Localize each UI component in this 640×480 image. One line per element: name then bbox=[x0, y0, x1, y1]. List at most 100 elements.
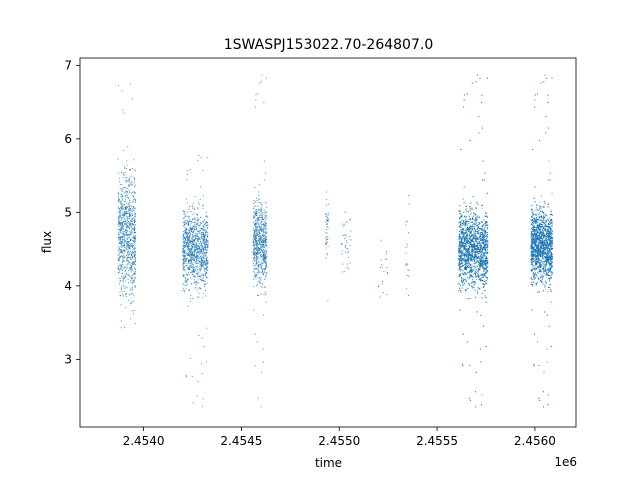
data-point bbox=[460, 238, 462, 240]
data-point bbox=[460, 216, 462, 218]
data-point bbox=[197, 262, 199, 264]
data-point bbox=[183, 257, 185, 259]
data-point bbox=[461, 242, 463, 244]
data-point bbox=[193, 249, 195, 251]
data-point bbox=[122, 190, 124, 192]
data-point bbox=[461, 272, 463, 274]
data-point bbox=[259, 242, 261, 244]
data-point bbox=[260, 249, 262, 251]
data-point bbox=[206, 234, 208, 236]
data-point bbox=[204, 246, 206, 248]
data-point bbox=[125, 223, 127, 225]
data-point bbox=[479, 268, 481, 270]
data-point bbox=[202, 280, 204, 282]
data-point bbox=[481, 94, 483, 96]
data-point bbox=[459, 240, 461, 242]
data-point bbox=[264, 219, 266, 221]
data-point bbox=[129, 248, 131, 250]
data-point bbox=[196, 395, 198, 397]
data-point bbox=[193, 258, 195, 260]
data-point bbox=[182, 265, 184, 267]
data-point bbox=[201, 363, 203, 365]
data-point bbox=[481, 225, 483, 227]
data-point bbox=[131, 220, 133, 222]
data-point bbox=[121, 217, 123, 219]
data-point bbox=[123, 221, 125, 223]
data-point bbox=[185, 246, 187, 248]
data-point bbox=[481, 262, 483, 264]
data-point bbox=[127, 241, 129, 243]
data-point bbox=[117, 266, 119, 268]
data-point bbox=[120, 244, 122, 246]
data-point bbox=[347, 268, 349, 270]
data-point bbox=[126, 255, 128, 257]
data-point bbox=[260, 225, 262, 227]
data-point bbox=[483, 274, 485, 276]
data-point bbox=[201, 274, 203, 276]
data-point bbox=[184, 280, 186, 282]
data-point bbox=[183, 233, 185, 235]
data-point bbox=[196, 247, 198, 249]
data-point bbox=[129, 184, 131, 186]
data-point bbox=[131, 302, 133, 304]
data-point bbox=[132, 261, 134, 263]
data-point bbox=[132, 280, 134, 282]
data-point bbox=[185, 376, 187, 378]
data-point bbox=[475, 254, 477, 256]
data-point bbox=[386, 272, 388, 274]
data-point bbox=[204, 232, 206, 234]
data-point bbox=[122, 188, 124, 190]
data-point bbox=[120, 206, 122, 208]
data-point bbox=[325, 199, 327, 201]
data-point bbox=[122, 208, 124, 210]
data-point bbox=[202, 221, 204, 223]
data-point bbox=[257, 220, 259, 222]
data-point bbox=[462, 228, 464, 230]
data-point bbox=[118, 84, 120, 86]
data-point bbox=[468, 215, 470, 217]
data-point bbox=[134, 310, 136, 312]
data-point bbox=[118, 231, 120, 233]
data-point bbox=[184, 237, 186, 239]
data-point bbox=[480, 235, 482, 237]
data-point bbox=[196, 281, 198, 283]
data-point bbox=[118, 223, 120, 225]
data-point bbox=[467, 263, 469, 265]
data-point bbox=[199, 275, 201, 277]
data-point bbox=[487, 244, 489, 246]
data-point bbox=[121, 193, 123, 195]
data-point bbox=[482, 251, 484, 253]
data-point bbox=[185, 215, 187, 217]
data-point bbox=[131, 263, 133, 265]
data-point bbox=[349, 245, 351, 247]
data-point bbox=[475, 224, 477, 226]
data-point bbox=[182, 290, 184, 292]
data-point bbox=[129, 235, 131, 237]
data-point bbox=[119, 271, 121, 273]
data-point bbox=[468, 250, 470, 252]
data-point bbox=[470, 259, 472, 261]
data-point bbox=[201, 263, 203, 265]
data-point bbox=[185, 232, 187, 234]
data-point bbox=[129, 205, 131, 207]
data-segment bbox=[377, 239, 389, 298]
data-point bbox=[134, 271, 136, 273]
data-point bbox=[460, 214, 462, 216]
data-point bbox=[473, 236, 475, 238]
data-point bbox=[468, 240, 470, 242]
data-point bbox=[258, 230, 260, 232]
data-point bbox=[265, 201, 267, 203]
data-point bbox=[260, 406, 262, 408]
data-point bbox=[120, 222, 122, 224]
data-point bbox=[128, 185, 130, 187]
data-point bbox=[258, 251, 260, 253]
data-point bbox=[326, 222, 328, 224]
data-point bbox=[263, 258, 265, 260]
data-point bbox=[258, 198, 260, 200]
data-point bbox=[129, 192, 131, 193]
data-point bbox=[464, 239, 466, 241]
data-point bbox=[205, 273, 207, 275]
data-point bbox=[327, 236, 329, 238]
data-point bbox=[121, 251, 123, 253]
data-point bbox=[257, 256, 259, 258]
